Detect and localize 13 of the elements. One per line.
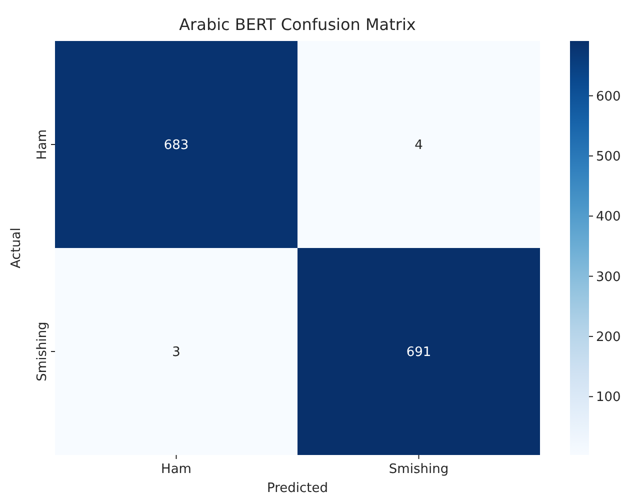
data-label: 691 [406,345,432,360]
color-bar-label: 200 [596,330,621,346]
chart-title: Arabic BERT Confusion Matrix [179,15,416,34]
data-label: 4 [414,138,423,154]
color-bar-label: 100 [596,390,621,406]
data-label: 683 [164,138,189,154]
color-bar-label: 600 [596,89,621,104]
color-bar-label: 300 [596,270,621,285]
color-bar-label: 500 [596,149,621,164]
y-axis-title: Actual [9,228,24,268]
color-bar-label: 400 [596,210,621,225]
data-label: 3 [172,345,180,360]
x-axis-title: Predicted [266,481,328,496]
